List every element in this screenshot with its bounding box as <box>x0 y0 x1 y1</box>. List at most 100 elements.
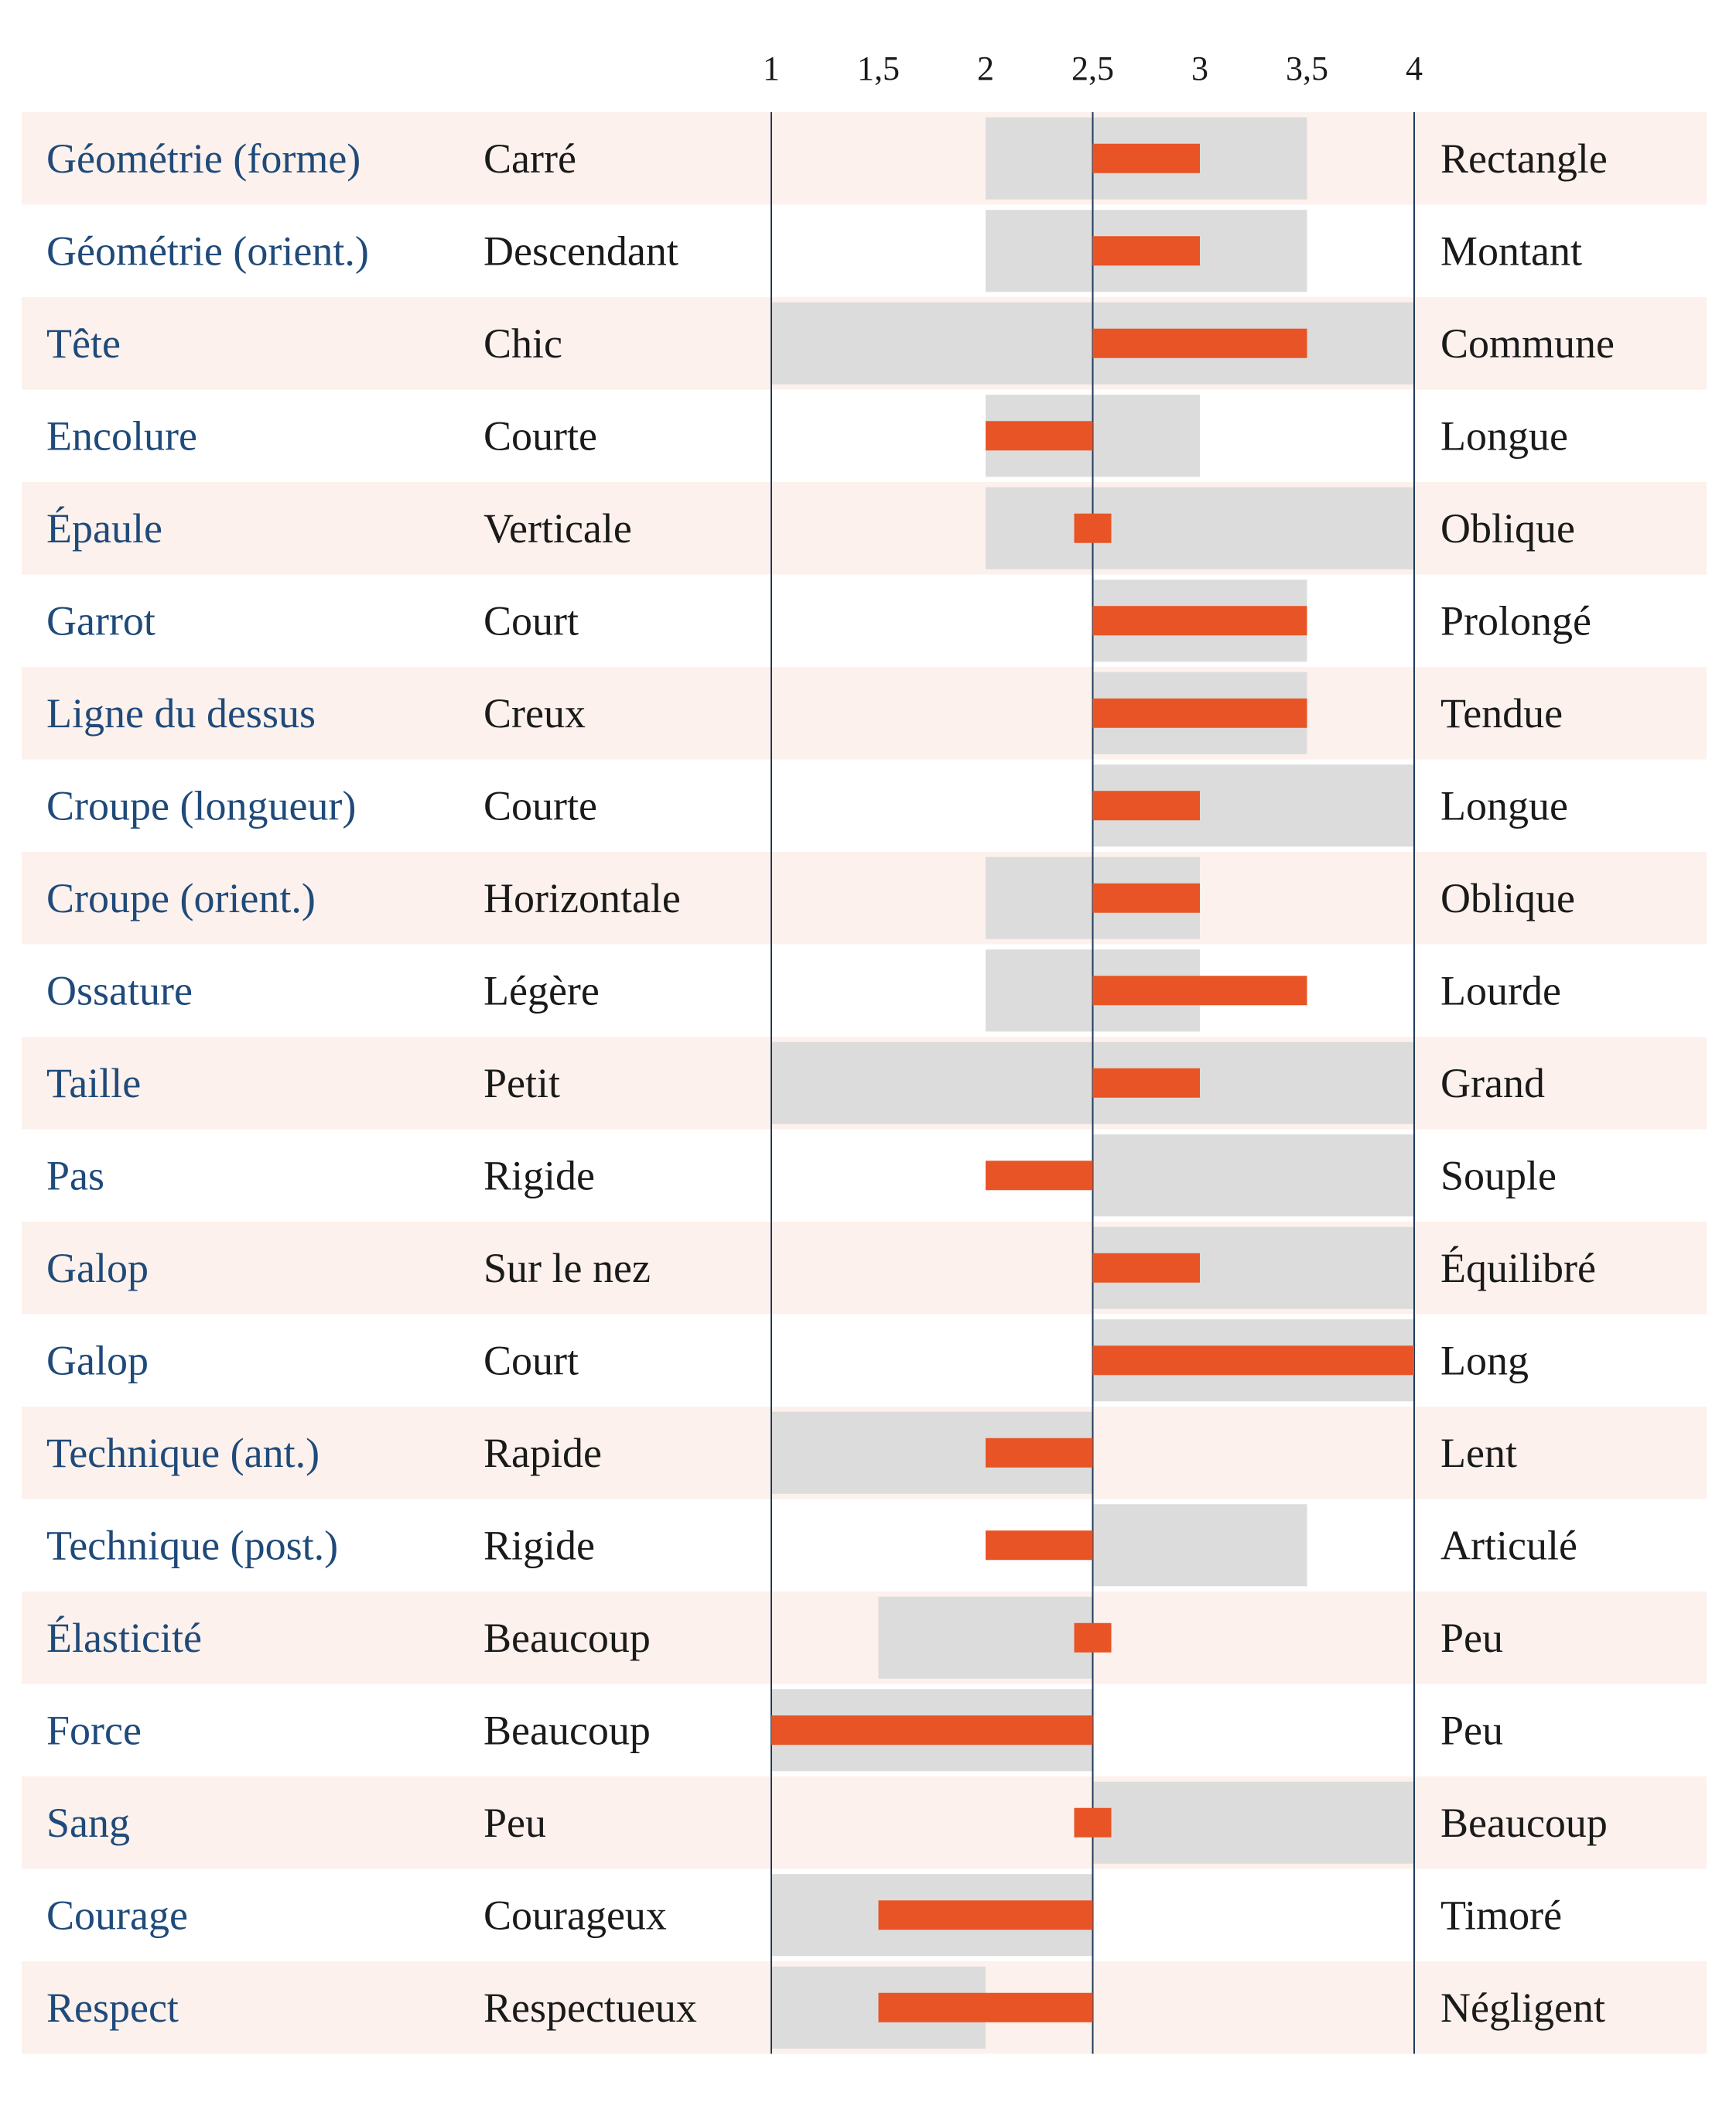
value-bar <box>1092 791 1200 821</box>
high-label: Négligent <box>1440 1985 1605 2031</box>
tick-label: 1 <box>763 50 780 87</box>
low-label: Petit <box>484 1060 560 1106</box>
value-bar <box>986 421 1093 451</box>
low-label: Verticale <box>484 505 632 552</box>
value-bar <box>771 1715 1093 1745</box>
trait-label: Ligne du dessus <box>46 690 316 737</box>
high-label: Articulé <box>1440 1522 1577 1568</box>
value-bar <box>1092 883 1200 913</box>
low-label: Court <box>484 597 579 644</box>
low-label: Carré <box>484 135 576 182</box>
trait-label: Technique (post.) <box>46 1522 338 1568</box>
value-bar <box>878 1992 1093 2022</box>
trait-label: Géométrie (forme) <box>46 135 361 182</box>
value-bar <box>986 1438 1093 1468</box>
low-label: Peu <box>484 1800 546 1846</box>
low-label: Courte <box>484 412 597 459</box>
trait-label: Pas <box>46 1152 104 1198</box>
high-label: Long <box>1440 1337 1529 1383</box>
trait-label: Respect <box>46 1985 179 2031</box>
trait-label: Technique (ant.) <box>46 1430 320 1476</box>
high-label: Timoré <box>1440 1892 1562 1938</box>
row-stripe <box>22 482 1707 575</box>
value-bar <box>1092 328 1307 358</box>
trait-label: Force <box>46 1707 142 1753</box>
value-bar <box>1092 976 1307 1006</box>
value-bar <box>1092 1345 1414 1376</box>
row-stripe <box>22 1591 1707 1684</box>
high-label: Oblique <box>1440 505 1575 552</box>
trait-label: Galop <box>46 1245 149 1291</box>
high-label: Commune <box>1440 320 1615 367</box>
low-label: Horizontale <box>484 875 681 921</box>
low-label: Beaucoup <box>484 1707 651 1753</box>
low-label: Descendant <box>484 227 678 274</box>
low-label: Courte <box>484 782 597 829</box>
low-label: Chic <box>484 320 562 367</box>
trait-label: Croupe (orient.) <box>46 875 316 921</box>
high-label: Oblique <box>1440 875 1575 921</box>
high-label: Longue <box>1440 412 1568 459</box>
high-label: Lent <box>1440 1430 1517 1476</box>
row-stripe <box>22 1776 1707 1869</box>
tick-label: 3 <box>1191 50 1208 87</box>
value-bar <box>986 1161 1093 1191</box>
tick-label: 1,5 <box>857 50 900 87</box>
trait-label: Croupe (longueur) <box>46 782 356 829</box>
trait-label: Taille <box>46 1060 141 1106</box>
low-label: Beaucoup <box>484 1615 651 1661</box>
range-box <box>1092 1781 1414 1864</box>
high-label: Longue <box>1440 782 1568 829</box>
low-label: Rigide <box>484 1152 595 1198</box>
trait-label: Courage <box>46 1892 188 1938</box>
low-label: Court <box>484 1337 579 1383</box>
trait-label: Élasticité <box>46 1615 202 1661</box>
trait-label: Épaule <box>46 505 162 552</box>
value-bar <box>986 1530 1093 1561</box>
high-label: Peu <box>1440 1707 1503 1753</box>
row-stripe <box>22 112 1707 205</box>
trait-label: Galop <box>46 1337 149 1383</box>
value-bar <box>1092 1068 1200 1098</box>
low-label: Creux <box>484 690 586 737</box>
value-bar <box>1092 606 1307 636</box>
high-label: Rectangle <box>1440 135 1608 182</box>
range-box <box>878 1596 1093 1679</box>
value-bar <box>1074 1807 1112 1838</box>
range-box <box>1092 1504 1307 1587</box>
row-stripe <box>22 852 1707 945</box>
value-bar <box>878 1900 1093 1930</box>
low-label: Rapide <box>484 1430 602 1476</box>
range-box <box>986 487 1414 569</box>
low-label: Rigide <box>484 1522 595 1568</box>
trait-label: Garrot <box>46 597 155 644</box>
value-bar <box>1092 236 1200 266</box>
tick-label: 4 <box>1406 50 1423 87</box>
tick-label: 3,5 <box>1286 50 1328 87</box>
high-label: Souple <box>1440 1152 1557 1198</box>
tick-label: 2,5 <box>1071 50 1114 87</box>
value-bar <box>1092 1253 1200 1283</box>
value-bar <box>1092 698 1307 728</box>
trait-label: Géométrie (orient.) <box>46 227 369 274</box>
trait-label: Encolure <box>46 412 197 459</box>
high-label: Peu <box>1440 1615 1503 1661</box>
high-label: Beaucoup <box>1440 1800 1608 1846</box>
low-label: Courageux <box>484 1892 667 1938</box>
low-label: Sur le nez <box>484 1245 651 1291</box>
high-label: Montant <box>1440 227 1582 274</box>
tick-label: 2 <box>977 50 994 87</box>
value-bar <box>1092 143 1200 173</box>
value-bar <box>1074 1622 1112 1653</box>
row-stripe <box>22 667 1707 760</box>
trait-label: Tête <box>46 320 121 367</box>
low-label: Légère <box>484 967 600 1014</box>
low-label: Respectueux <box>484 1985 697 2031</box>
high-label: Lourde <box>1440 967 1561 1014</box>
high-label: Grand <box>1440 1060 1545 1106</box>
high-label: Prolongé <box>1440 597 1591 644</box>
range-box <box>1092 1134 1414 1217</box>
trait-label: Ossature <box>46 967 193 1014</box>
